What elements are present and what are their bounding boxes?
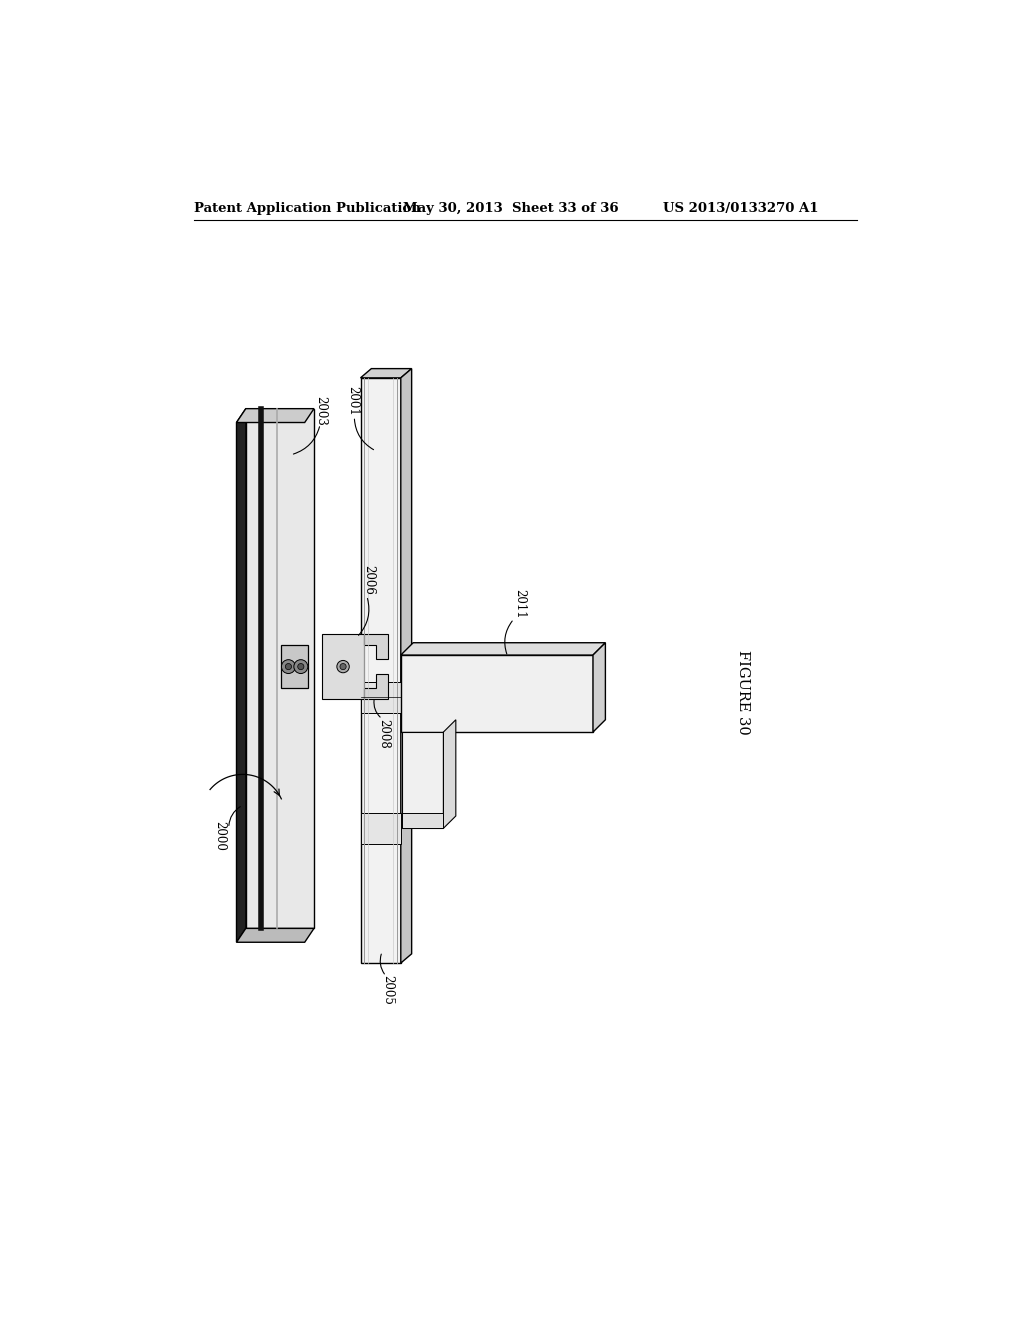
Circle shape bbox=[337, 660, 349, 673]
Polygon shape bbox=[237, 928, 314, 942]
Text: US 2013/0133270 A1: US 2013/0133270 A1 bbox=[663, 202, 818, 215]
Polygon shape bbox=[400, 655, 593, 733]
Text: 2000: 2000 bbox=[213, 821, 226, 851]
Text: Patent Application Publication: Patent Application Publication bbox=[194, 202, 421, 215]
Bar bbox=[281, 645, 308, 688]
Polygon shape bbox=[400, 368, 412, 964]
Polygon shape bbox=[365, 675, 388, 700]
Polygon shape bbox=[360, 378, 400, 964]
Text: 2001: 2001 bbox=[346, 385, 359, 416]
Polygon shape bbox=[246, 409, 314, 928]
Circle shape bbox=[282, 660, 295, 673]
Circle shape bbox=[298, 664, 304, 669]
Circle shape bbox=[294, 660, 308, 673]
Text: 2008: 2008 bbox=[377, 719, 390, 750]
Bar bbox=[322, 634, 365, 700]
Bar bbox=[360, 682, 400, 713]
Polygon shape bbox=[443, 719, 456, 829]
Polygon shape bbox=[360, 368, 412, 378]
Text: 2003: 2003 bbox=[313, 396, 327, 426]
Text: FIGURE 30: FIGURE 30 bbox=[735, 649, 750, 734]
Text: May 30, 2013  Sheet 33 of 36: May 30, 2013 Sheet 33 of 36 bbox=[403, 202, 618, 215]
Polygon shape bbox=[400, 643, 605, 655]
Circle shape bbox=[286, 664, 292, 669]
Polygon shape bbox=[237, 409, 314, 422]
Polygon shape bbox=[402, 733, 443, 829]
Circle shape bbox=[340, 664, 346, 669]
Text: 2011: 2011 bbox=[513, 589, 526, 618]
Bar bbox=[402, 813, 443, 829]
Text: 2006: 2006 bbox=[361, 565, 375, 595]
Polygon shape bbox=[593, 643, 605, 733]
Bar bbox=[360, 813, 400, 843]
Text: 2005: 2005 bbox=[381, 975, 394, 1005]
Polygon shape bbox=[365, 634, 388, 659]
Polygon shape bbox=[237, 409, 246, 942]
